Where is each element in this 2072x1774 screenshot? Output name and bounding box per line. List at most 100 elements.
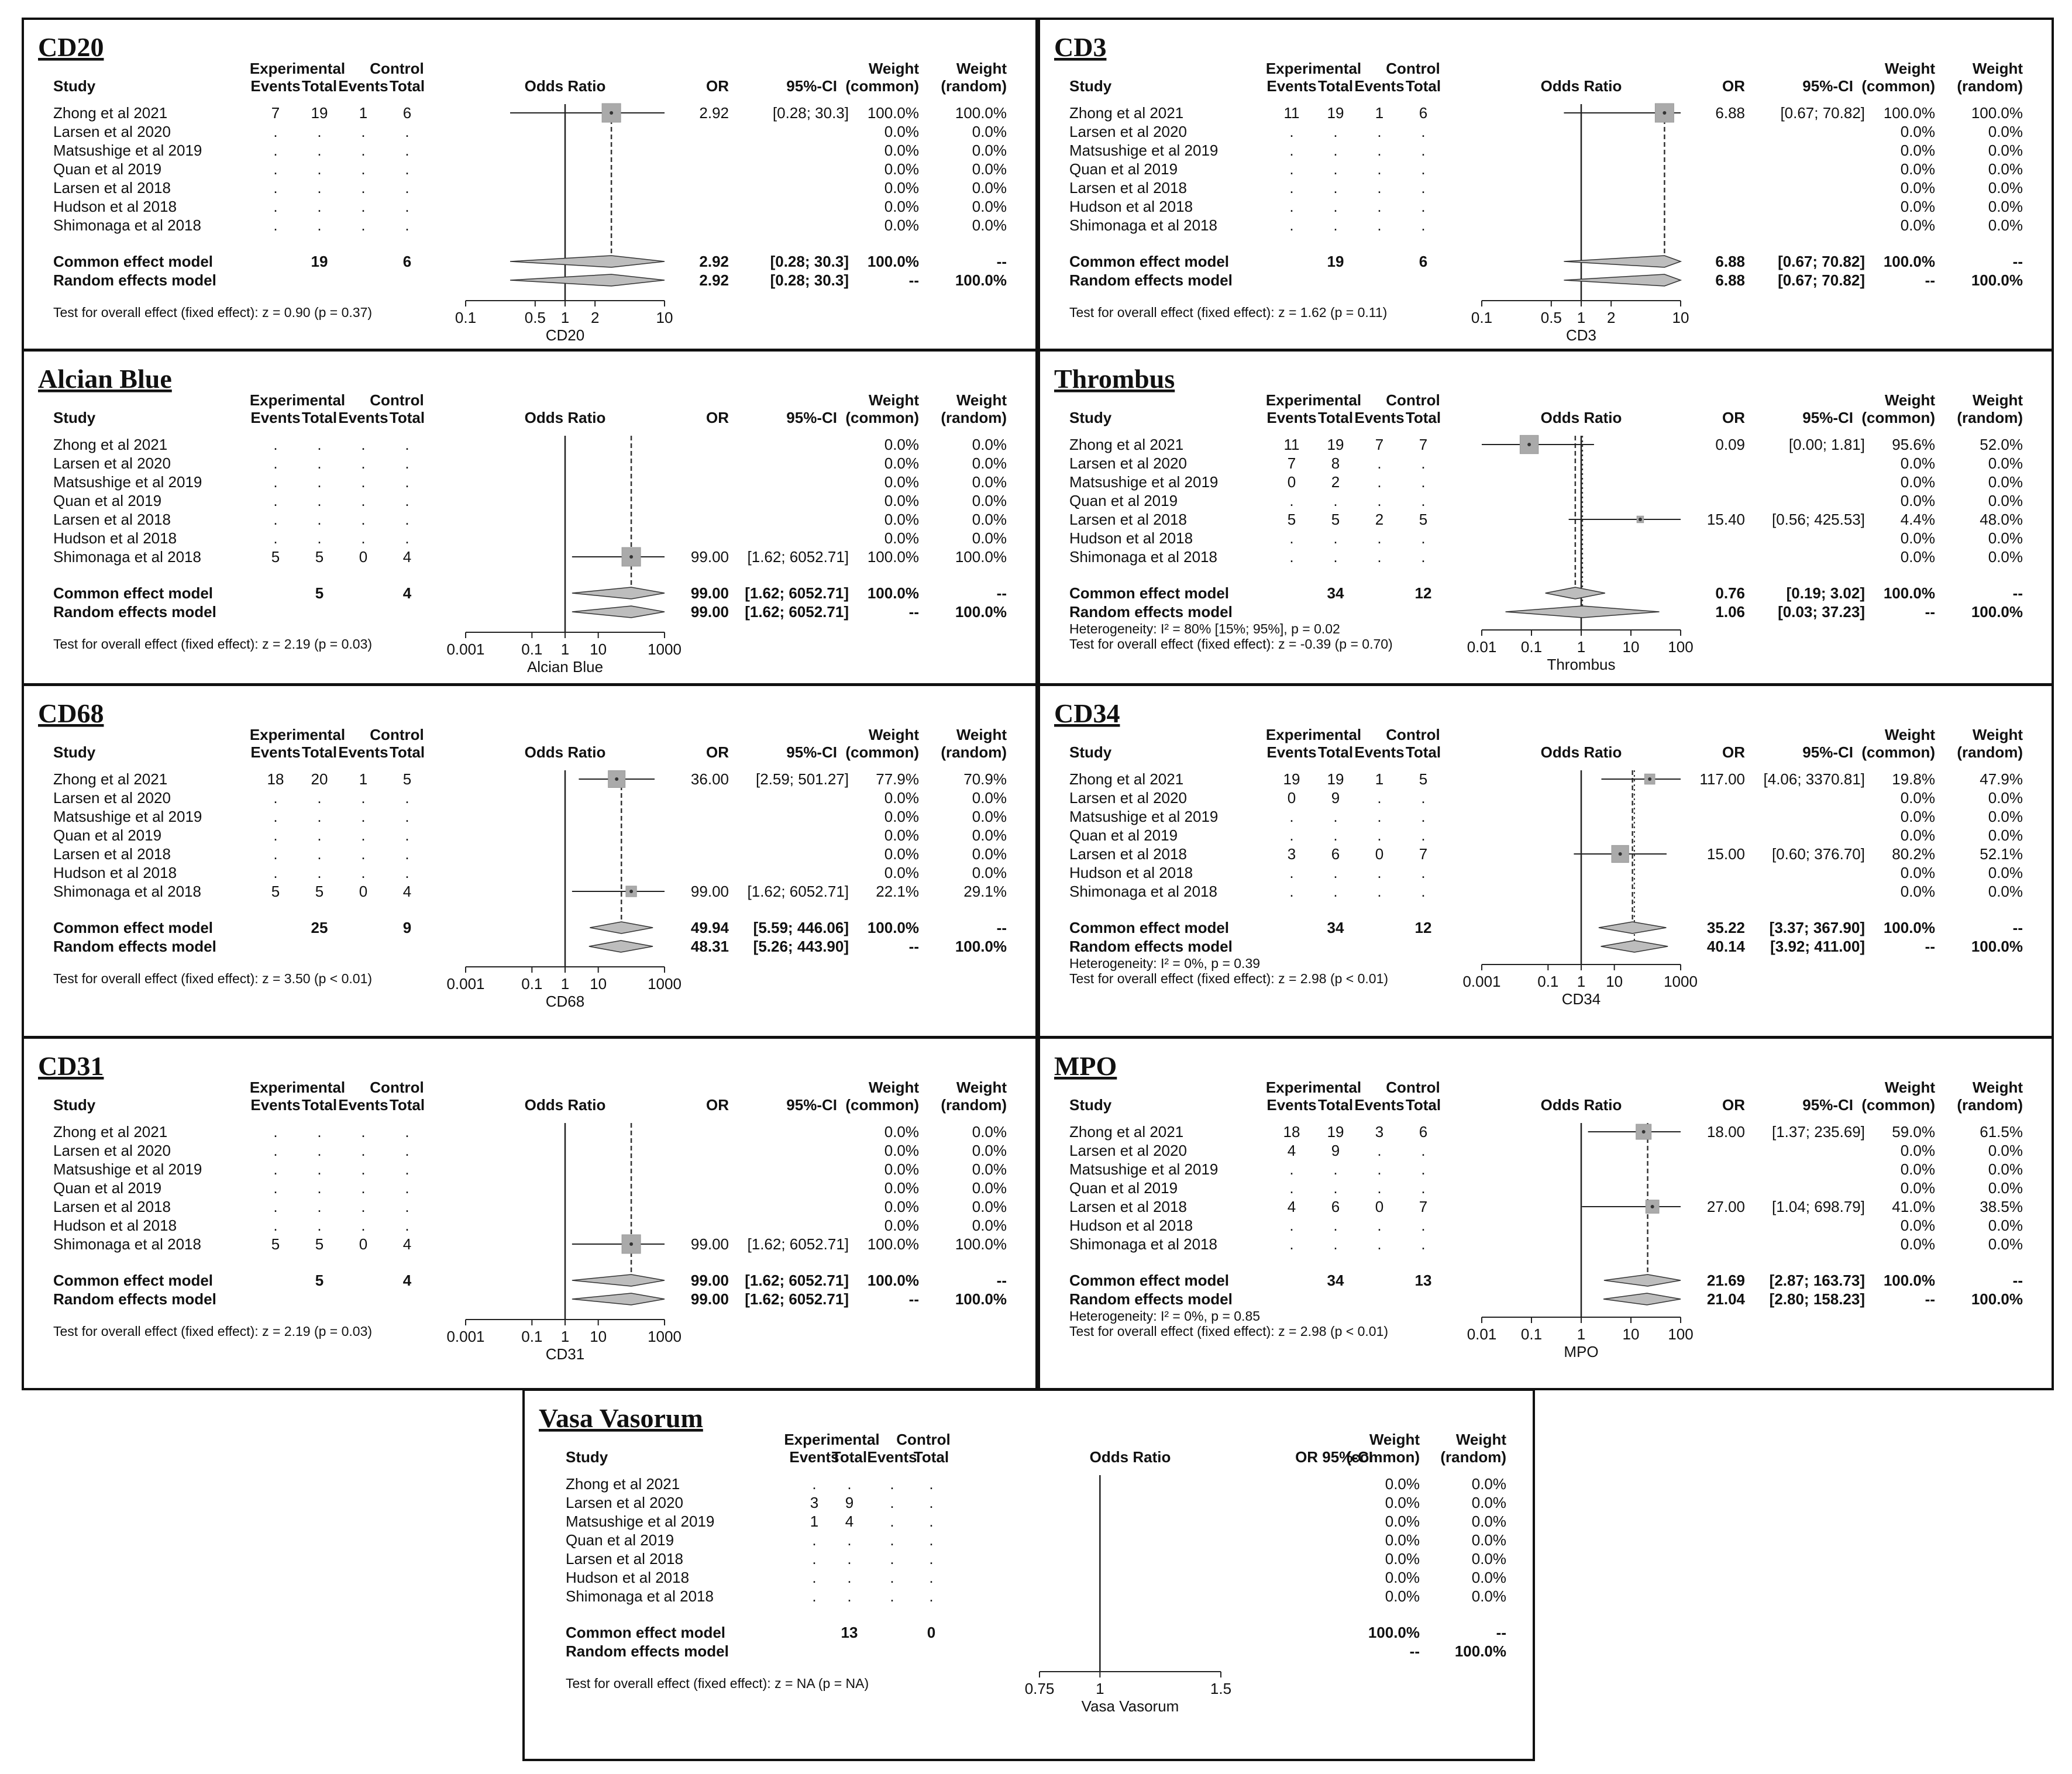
ctrl-total: . — [405, 473, 409, 491]
exp-events: 3 — [810, 1494, 818, 1511]
exp-events: 5 — [271, 1235, 280, 1253]
random-ci: [1.62; 6052.71] — [745, 603, 849, 621]
study-point — [629, 555, 634, 559]
exp-total: . — [1333, 1217, 1337, 1234]
exp-events: . — [812, 1475, 816, 1493]
exp-events: 18 — [267, 770, 284, 788]
x-axis-label: CD68 — [546, 993, 584, 1010]
study-weight-common: 0.0% — [1901, 473, 1935, 491]
header-weight-common-sub: (common) — [1346, 1448, 1420, 1466]
random-diamond — [1603, 1293, 1681, 1305]
random-model-label: Random effects model — [1069, 1290, 1233, 1308]
header-weight-common-sub: (common) — [1861, 409, 1935, 426]
random-weight-random: 100.0% — [1971, 1290, 2023, 1308]
header-ctrl-total: Total — [390, 743, 425, 761]
header-weight-random: Weight — [956, 60, 1007, 77]
x-tick-label: 10 — [1672, 309, 1689, 326]
ctrl-events: 0 — [359, 548, 367, 566]
x-tick-label: 1.5 — [1210, 1680, 1231, 1697]
study-weight-common: 41.0% — [1892, 1198, 1935, 1215]
study-weight-random: 0.0% — [972, 826, 1007, 844]
exp-total: . — [847, 1550, 851, 1568]
common-ci: [1.62; 6052.71] — [745, 584, 849, 602]
study-name: Quan et al 2019 — [566, 1531, 674, 1549]
exp-events: . — [1289, 123, 1293, 140]
study-weight-common: 0.0% — [884, 473, 919, 491]
ctrl-total: . — [405, 1198, 409, 1215]
common-ci: [0.28; 30.3] — [770, 253, 849, 270]
random-ci: [0.03; 37.23] — [1778, 603, 1865, 621]
study-or: 18.00 — [1707, 1123, 1745, 1141]
study-weight-random: 0.0% — [1988, 826, 2023, 844]
ctrl-total: . — [1421, 864, 1425, 881]
study-name: Larsen et al 2018 — [53, 179, 171, 197]
study-name: Matsushige et al 2019 — [53, 473, 202, 491]
ctrl-total: . — [929, 1531, 933, 1549]
ctrl-total: . — [1421, 529, 1425, 547]
header-study: Study — [1069, 77, 1112, 95]
ctrl-events: 1 — [1375, 770, 1383, 788]
study-ci: [0.67; 70.82] — [1780, 104, 1865, 122]
header-odds-ratio: Odds Ratio — [525, 77, 606, 95]
common-exp-total: 34 — [1327, 584, 1344, 602]
study-or: 15.00 — [1707, 845, 1745, 863]
exp-events: 18 — [1283, 1123, 1300, 1141]
x-tick-label: 0.1 — [521, 640, 542, 658]
header-weight-random: Weight — [1973, 60, 2023, 77]
overall-effect-test: Test for overall effect (fixed effect): … — [53, 1324, 372, 1339]
ctrl-total: . — [929, 1550, 933, 1568]
header-study: Study — [53, 743, 96, 761]
x-tick-label: 1 — [1577, 309, 1585, 326]
study-weight-random: 0.0% — [1988, 808, 2023, 825]
common-model-label: Common effect model — [53, 919, 213, 936]
study-weight-random: 48.0% — [1980, 511, 2023, 528]
x-axis-label: Thrombus — [1547, 656, 1615, 673]
exp-events: . — [1289, 198, 1293, 215]
ctrl-total: . — [405, 1142, 409, 1159]
ctrl-events: . — [361, 1142, 365, 1159]
ctrl-total: . — [405, 198, 409, 215]
header-weight-common: Weight — [1885, 726, 1936, 743]
exp-total: . — [1333, 142, 1337, 159]
header-study: Study — [1069, 743, 1112, 761]
header-or: OR — [706, 409, 729, 426]
ctrl-total: 5 — [1419, 770, 1427, 788]
common-diamond — [572, 1274, 665, 1287]
ctrl-events: . — [361, 1217, 365, 1234]
panel-title: CD68 — [38, 698, 104, 728]
ctrl-events: . — [361, 529, 365, 547]
exp-events: . — [812, 1550, 816, 1568]
overall-effect-test: Test for overall effect (fixed effect): … — [1069, 971, 1388, 986]
x-tick-label: 1 — [561, 975, 569, 993]
exp-total: . — [1333, 1179, 1337, 1197]
study-name: Quan et al 2019 — [1069, 160, 1178, 178]
ctrl-total: . — [405, 216, 409, 234]
x-axis-label: MPO — [1564, 1343, 1598, 1360]
x-tick-label: 10 — [1606, 973, 1623, 990]
random-ci: [2.80; 158.23] — [1770, 1290, 1865, 1308]
study-point — [1650, 1205, 1654, 1208]
study-name: Larsen et al 2018 — [1069, 179, 1187, 197]
ctrl-total: 4 — [403, 1235, 411, 1253]
panel-title: Vasa Vasorum — [539, 1403, 703, 1433]
study-name: Quan et al 2019 — [1069, 492, 1178, 509]
common-ci: [5.59; 446.06] — [753, 919, 849, 936]
study-name: Shimonaga et al 2018 — [53, 1235, 201, 1253]
x-tick-label: 0.1 — [521, 1328, 542, 1345]
header-control: Control — [370, 726, 424, 743]
header-experimental: Experimental — [250, 391, 345, 409]
random-weight-random: 100.0% — [955, 938, 1007, 955]
random-or: 21.04 — [1707, 1290, 1746, 1308]
exp-events: . — [273, 473, 277, 491]
header-weight-random-sub: (random) — [1440, 1448, 1506, 1466]
ctrl-events: . — [890, 1513, 894, 1530]
header-or: OR — [1722, 77, 1745, 95]
study-weight-random: 0.0% — [1988, 123, 2023, 140]
study-weight-random: 0.0% — [1988, 548, 2023, 566]
ctrl-events: . — [361, 216, 365, 234]
header-weight-random: Weight — [1973, 391, 2023, 409]
header-ci: 95%-CI — [786, 743, 837, 761]
random-diamond — [1601, 940, 1668, 953]
